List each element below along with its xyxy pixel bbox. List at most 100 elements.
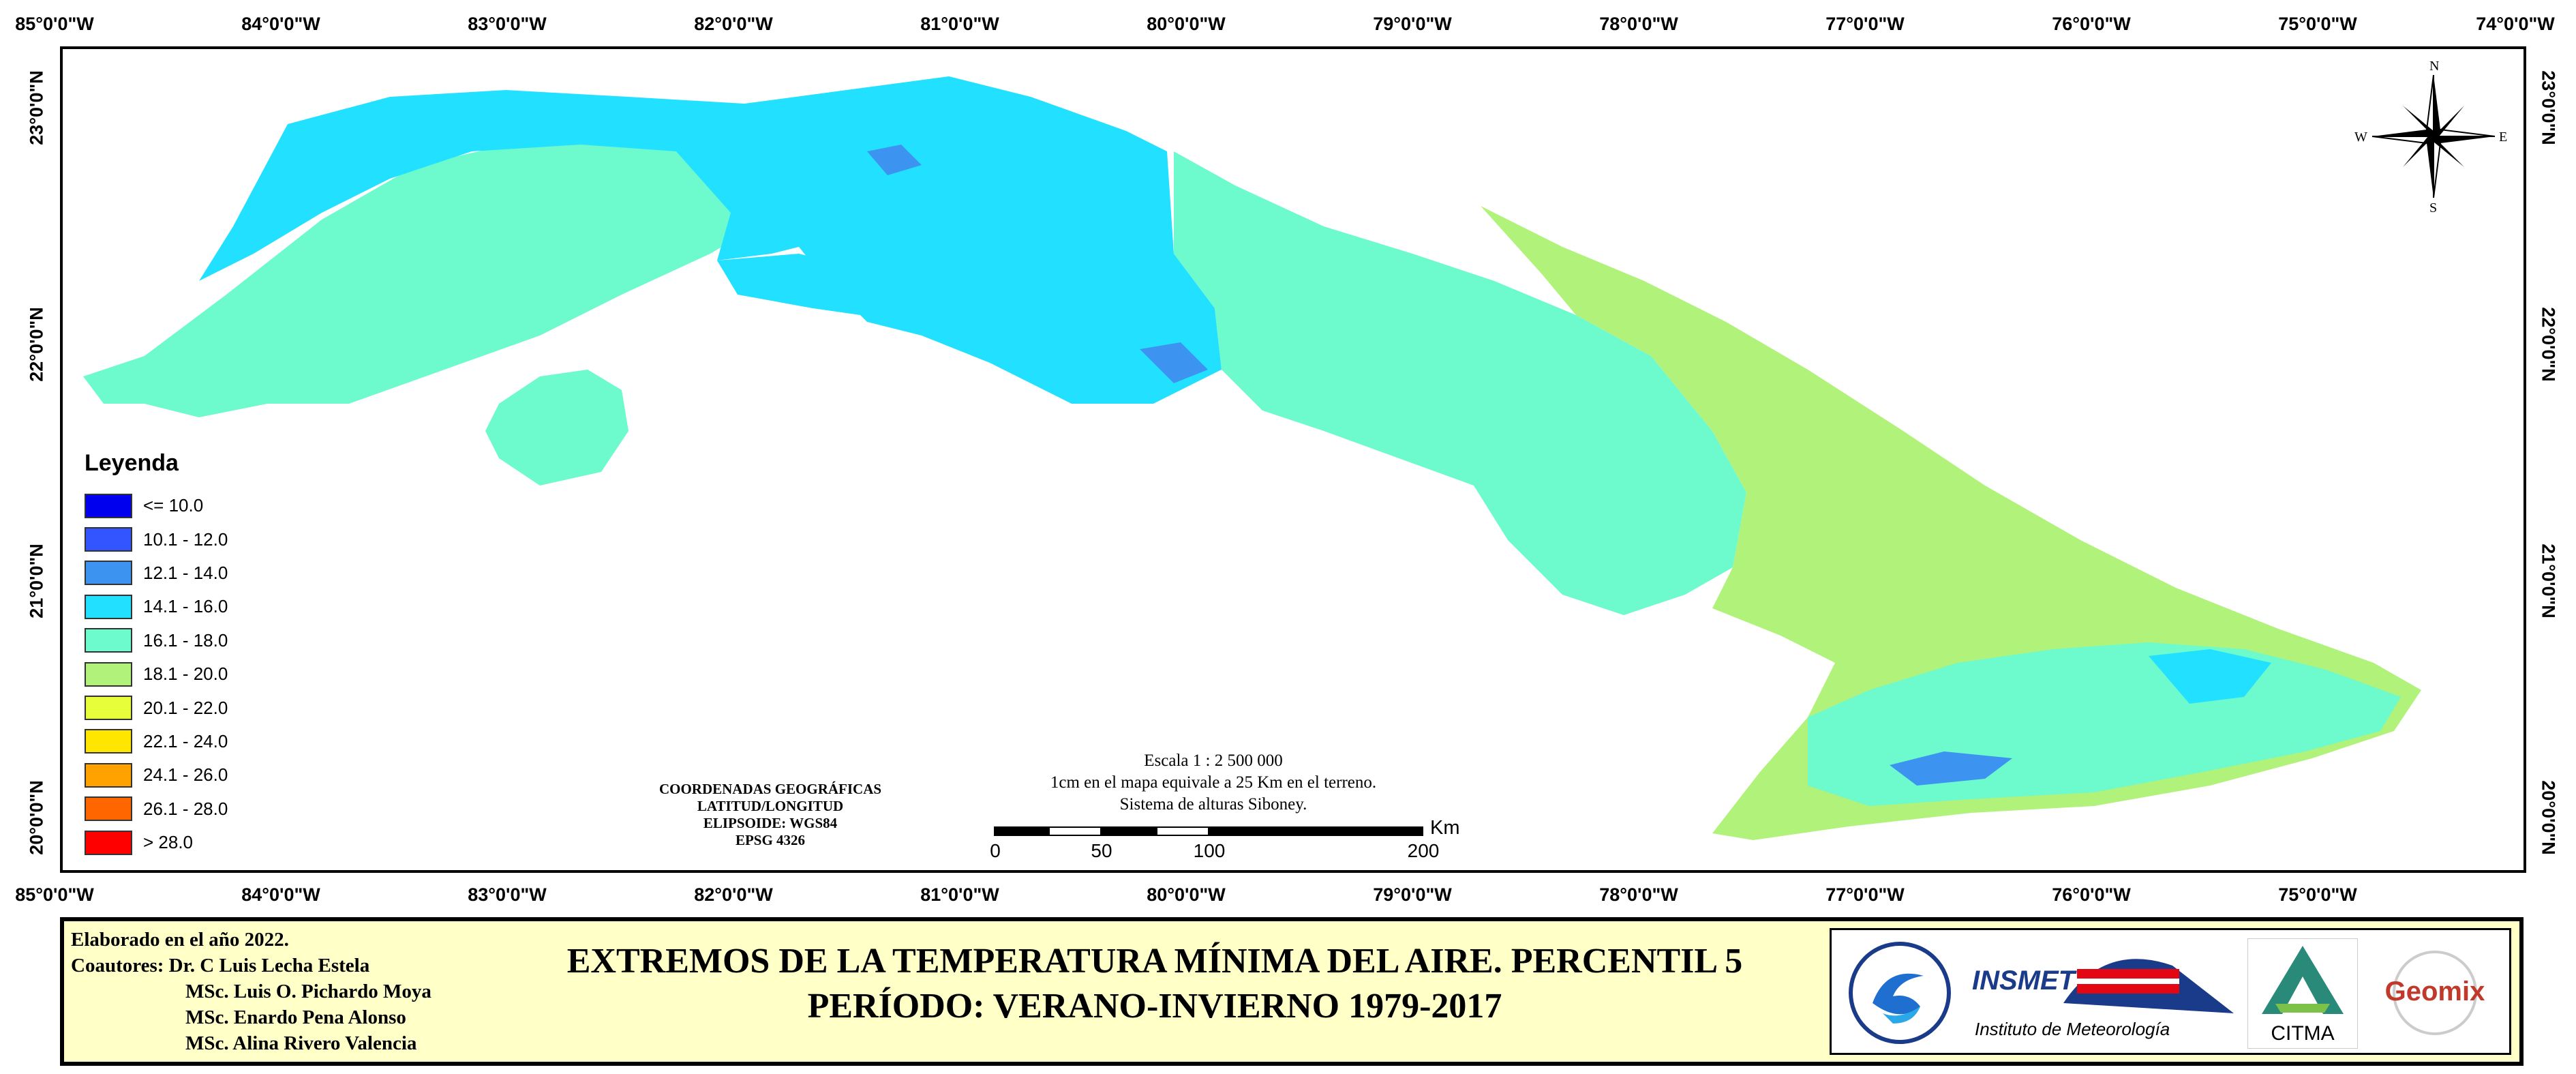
info-panel: Elaborado en el año 2022. Coautores: Dr.… <box>60 917 2524 1066</box>
coauthor-line: Coautores: Dr. C Luis Lecha Estela <box>71 953 431 979</box>
lon-label-top-7: 78°0'0"W <box>1599 14 1678 34</box>
lat-label-right-3: 20°0'0"N <box>2538 780 2559 855</box>
legend-label: > 28.0 <box>143 832 194 853</box>
legend-swatch <box>85 493 132 518</box>
coords-line: ELIPSOIDE: WGS84 <box>703 815 838 831</box>
citma-name: CITMA <box>2271 1022 2335 1045</box>
author-name: Dr. C Luis Lecha Estela <box>168 955 370 976</box>
legend-title: Leyenda <box>85 450 179 476</box>
legend-item: 20.1 - 22.0 <box>85 691 228 724</box>
region-west-16-18 <box>83 138 778 417</box>
lat-label-left-2: 21°0'0"N <box>26 543 47 618</box>
scale-tick-100: 100 <box>1193 840 1226 861</box>
region-escambray-peaks <box>1140 342 1208 383</box>
legend-item: > 28.0 <box>85 826 228 859</box>
coords-line: LATITUD/LONGITUD <box>697 798 844 814</box>
legend-label: 26.1 - 28.0 <box>143 798 228 819</box>
scale-text: Escala 1 : 2 500 000 1cm en el mapa equi… <box>941 750 1486 816</box>
north-arrow: N S E W <box>2354 59 2509 215</box>
citma-logo: CITMA <box>2247 938 2358 1049</box>
legend-swatch <box>85 661 132 687</box>
scale-segment <box>994 826 1048 836</box>
lat-label-left-3: 20°0'0"N <box>26 780 47 855</box>
legend-item: 10.1 - 12.0 <box>85 522 228 556</box>
lon-label-top-3: 82°0'0"W <box>694 14 773 34</box>
legend-item: 24.1 - 26.0 <box>85 758 228 792</box>
lon-label-top-1: 84°0'0"W <box>241 14 320 34</box>
map-title-line1: EXTREMOS DE LA TEMPERATURA MÍNIMA DEL AI… <box>566 942 1743 981</box>
map-canvas <box>83 76 2421 840</box>
coordinate-system-info: COORDENADAS GEOGRÁFICAS LATITUD/LONGITUD… <box>593 781 948 849</box>
lon-label-bottom-2: 83°0'0"W <box>468 884 547 905</box>
lon-label-bottom-4: 81°0'0"W <box>920 884 999 905</box>
legend-label: 18.1 - 20.0 <box>143 663 228 685</box>
scale-bar <box>994 826 1423 836</box>
lon-label-top-9: 76°0'0"W <box>2052 14 2131 34</box>
logos-box: INSMET Instituto de Meteorología CITMA G… <box>1830 928 2511 1055</box>
legend-swatch <box>85 796 132 822</box>
citma-emblem-icon <box>2262 946 2344 1014</box>
compass-w: W <box>2354 130 2367 145</box>
lon-label-top-4: 81°0'0"W <box>920 14 999 34</box>
scale-tick-0: 0 <box>990 840 1001 861</box>
lon-label-top-10: 75°0'0"W <box>2278 14 2357 34</box>
island-juventud <box>485 370 628 486</box>
scale-line: Escala 1 : 2 500 000 <box>1144 751 1283 770</box>
geomix-logo: Geomix <box>2370 938 2500 1047</box>
scale-line: Sistema de alturas Siboney. <box>1119 795 1307 814</box>
region-east-14-16 <box>2149 649 2271 704</box>
legend-item: 18.1 - 20.0 <box>85 657 228 691</box>
insmet-subtitle: Instituto de Meteorología <box>1975 1019 2170 1039</box>
credits: Elaborado en el año 2022. Coautores: Dr.… <box>71 927 431 1056</box>
compass-n: N <box>2429 59 2440 74</box>
insmet-logo: INSMET Instituto de Meteorología <box>1968 938 2234 1047</box>
legend-label: 12.1 - 14.0 <box>143 562 228 583</box>
coords-line: EPSG 4326 <box>735 832 806 848</box>
author-name: MSc. Enardo Pena Alonso <box>185 1006 406 1028</box>
scale-segment <box>1156 826 1209 836</box>
legend-swatch <box>85 696 132 721</box>
lon-label-top-5: 80°0'0"W <box>1147 14 1226 34</box>
legend-label: 14.1 - 16.0 <box>143 596 228 617</box>
region-sierra-peaks <box>1890 751 2012 786</box>
lon-label-top-2: 83°0'0"W <box>468 14 547 34</box>
legend-item: 14.1 - 16.0 <box>85 590 228 623</box>
map-title-line2: PERÍODO: VERANO-INVIERNO 1979-2017 <box>807 987 1502 1026</box>
lon-label-top-6: 79°0'0"W <box>1373 14 1452 34</box>
legend-swatch <box>85 762 132 788</box>
scale-unit: Km <box>1430 817 1460 839</box>
scale-tick-50: 50 <box>1091 840 1112 861</box>
region-center-16-18 <box>1174 151 1746 615</box>
legend-item: <= 10.0 <box>85 489 228 522</box>
scale-line: 1cm en el mapa equivale a 25 Km en el te… <box>1050 773 1377 792</box>
lat-label-right-0: 23°0'0"N <box>2538 70 2559 145</box>
lon-label-bottom-3: 82°0'0"W <box>694 884 773 905</box>
compass-rose-icon <box>2372 74 2496 198</box>
meteorological-center-logo-icon <box>1849 942 1951 1044</box>
legend-label: 16.1 - 18.0 <box>143 629 228 651</box>
lon-label-bottom-1: 84°0'0"W <box>241 884 320 905</box>
lon-label-bottom-9: 76°0'0"W <box>2052 884 2131 905</box>
geomix-ring-icon <box>2393 951 2477 1035</box>
insmet-name: INSMET <box>1972 966 2076 996</box>
legend-label: <= 10.0 <box>143 495 204 516</box>
elaborado-text: Elaborado en el año 2022. <box>71 929 289 951</box>
legend-swatch <box>85 561 132 586</box>
legend-swatch <box>85 594 132 619</box>
legend-item: 16.1 - 18.0 <box>85 624 228 657</box>
lon-label-top-11: 74°0'0"W <box>2476 14 2555 34</box>
compass-e: E <box>2499 130 2508 145</box>
legend-label: 10.1 - 12.0 <box>143 528 228 550</box>
legend-label: 22.1 - 24.0 <box>143 730 228 751</box>
legend-swatch <box>85 830 132 855</box>
author-name: MSc. Alina Rivero Valencia <box>185 1032 417 1054</box>
lat-label-left-0: 23°0'0"N <box>26 70 47 145</box>
map-title: EXTREMOS DE LA TEMPERATURA MÍNIMA DEL AI… <box>500 939 1809 1029</box>
lat-label-right-1: 22°0'0"N <box>2538 307 2559 382</box>
compass-s: S <box>2429 200 2438 215</box>
coautores-label: Coautores: <box>71 955 164 976</box>
geomix-name: Geomix <box>2384 976 2485 1006</box>
lon-label-top-8: 77°0'0"W <box>1825 14 1905 34</box>
region-zapata <box>717 254 949 322</box>
lat-label-left-1: 22°0'0"N <box>26 307 47 382</box>
